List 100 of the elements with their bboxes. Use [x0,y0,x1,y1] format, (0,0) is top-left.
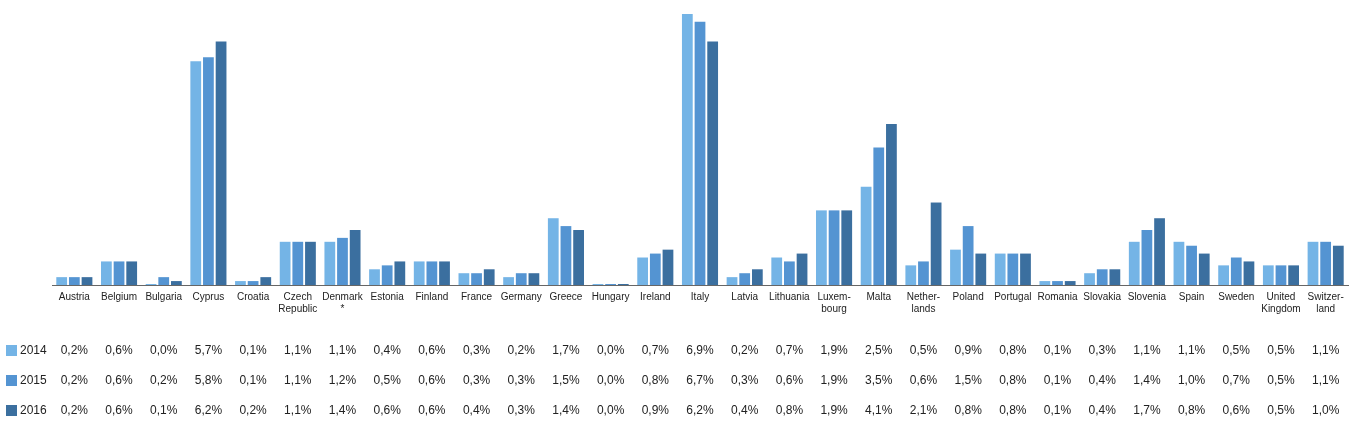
data-label: 2,1% [909,403,938,418]
bar [1096,269,1108,285]
x-tick-label: Austria [58,290,91,302]
data-label: 0,5% [1267,343,1295,358]
x-tick-label: Cyprus [192,290,225,302]
data-label: 1,0% [1177,373,1206,388]
x-tick-label: United Kingdom [1261,290,1301,314]
bar [171,281,182,285]
x-tick-label: Spain [1178,290,1205,302]
x-tick-label: Luxem- bourg [817,290,851,314]
x-tick-label: Portugal [994,290,1032,302]
bar [305,241,316,285]
data-label: 0,7% [1222,373,1251,388]
x-tick-label: Ireland [640,290,671,302]
x-tick-label: Belgium [100,290,138,302]
data-label: 1,5% [552,373,580,388]
data-label: 0,6% [105,373,134,388]
data-label: 0,6% [373,403,402,418]
data-label: 0,4% [1088,403,1117,418]
data-label: 0,0% [596,373,625,388]
bar [235,281,246,285]
data-label: 1,1% [1311,343,1340,358]
bar [100,261,112,285]
x-tick-label: Finland [415,290,449,302]
data-label: 6,2% [194,403,223,418]
x-tick-label: Sweden [1218,290,1255,302]
data-label: 0,3% [731,373,759,388]
bar [471,273,482,285]
x-tick-label: Greece [549,290,583,302]
data-label: 0,5% [1222,343,1251,358]
bar [771,257,783,285]
legend-label: 2014 [20,343,48,358]
bar [726,277,738,285]
data-label: 0,4% [462,403,491,418]
data-label: 0,8% [1177,403,1206,418]
bar [860,186,872,285]
x-tick-label: Latvia [731,290,759,302]
data-label: 1,9% [820,343,849,358]
data-label: 6,7% [686,373,714,388]
data-label: 1,2% [328,373,357,388]
data-label: 0,8% [999,403,1027,418]
data-label: 1,4% [328,403,357,418]
data-label: 0,0% [150,343,178,358]
data-label: 1,1% [328,343,357,358]
data-label: 1,4% [1133,373,1161,388]
bar [1262,265,1274,285]
data-label: 0,9% [954,343,983,358]
bar [394,261,406,285]
bar [1288,265,1300,285]
data-label: 1,1% [284,343,312,358]
bar [260,277,272,285]
data-label: 0,5% [1267,373,1295,388]
bar [1039,281,1051,285]
bar [828,210,840,285]
data-label: 0,8% [999,373,1027,388]
bar [1186,245,1197,285]
bar [930,202,942,285]
data-label: 0,6% [105,343,134,358]
bar [1084,273,1095,285]
bar [56,277,68,285]
bar [649,253,661,285]
data-label: 0,8% [954,403,983,418]
data-label: 3,5% [865,373,893,388]
bar [458,273,470,285]
bar [1332,245,1344,285]
x-tick-label: Lithuania [769,290,811,302]
bar [739,273,751,285]
bar [1230,257,1242,285]
data-label: 1,5% [954,373,983,388]
data-label: 0,3% [507,403,536,418]
x-tick-label: Poland [952,290,984,302]
bar [1320,241,1332,285]
bar [1020,253,1031,285]
data-label: 0,6% [418,343,446,358]
data-label: 0,1% [1043,343,1072,358]
data-label: 2,5% [865,343,893,358]
bar [905,265,917,285]
bar [413,261,425,285]
data-label: 1,7% [552,343,580,358]
bar [292,241,304,285]
bar [426,261,438,285]
data-label: 0,8% [999,343,1027,358]
bar [681,14,693,285]
data-label: 5,8% [194,373,223,388]
bar [1275,265,1287,285]
x-tick-label: Romania [1037,290,1078,302]
x-tick-label: Malta [866,290,892,302]
data-label: 1,1% [1177,343,1206,358]
bar [1307,241,1319,285]
bar [279,241,291,285]
data-label: 4,1% [865,403,893,418]
bar [81,277,93,285]
data-label: 0,2% [60,373,89,388]
data-label: 0,6% [1222,403,1251,418]
data-label: 1,9% [820,373,849,388]
data-label: 0,5% [909,343,938,358]
bar [247,281,259,285]
bar [751,269,763,285]
data-label: 0,6% [418,403,446,418]
bar [560,226,572,285]
